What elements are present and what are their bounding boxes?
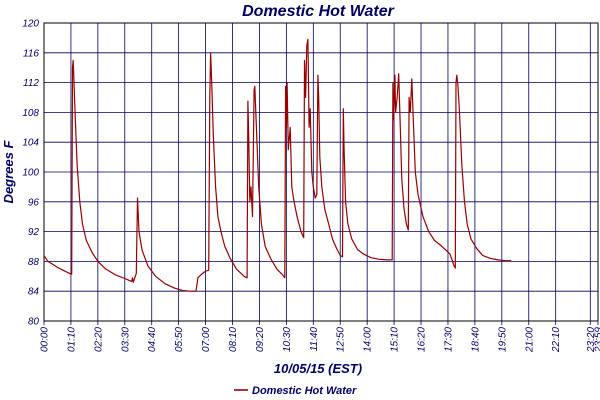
y-tick-label: 112	[23, 78, 39, 89]
x-tick-label: 21:00	[524, 327, 535, 353]
x-tick-label: 14:00	[363, 327, 374, 352]
plot-area-border	[43, 22, 599, 322]
x-tick-label: 08:10	[228, 327, 239, 352]
x-tick-label: 09:20	[255, 327, 266, 352]
chart-title: Domestic Hot Water	[242, 3, 395, 20]
x-tick-label: 02:20	[93, 327, 104, 352]
x-tick-label: 04:40	[147, 327, 158, 352]
x-tick-label: 12:50	[336, 327, 347, 352]
y-tick-label: 92	[28, 227, 40, 238]
x-tick-label: 10:30	[282, 327, 293, 352]
x-tick-label: 18:40	[470, 327, 481, 352]
legend-label: Domestic Hot Water	[252, 385, 357, 397]
x-tick-label: 01:10	[66, 327, 77, 352]
x-tick-label: 22:10	[551, 327, 562, 353]
x-tick-label: 07:00	[201, 327, 212, 352]
y-tick-label: 104	[22, 138, 39, 149]
x-tick-label: 15:10	[390, 327, 401, 352]
x-tick-label: 17:30	[443, 327, 454, 352]
x-tick-label: 05:50	[174, 327, 185, 352]
x-tick-label: 23:59	[594, 327, 600, 353]
y-tick-label: 84	[28, 287, 40, 298]
y-tick-label: 116	[23, 48, 39, 59]
y-tick-labels: 80 84 88 92 96 100 104 108 112 116 120	[22, 19, 39, 328]
y-tick-label: 88	[28, 257, 40, 268]
y-tick-label: 100	[22, 168, 39, 179]
y-tick-label: 108	[22, 108, 39, 119]
x-tick-label: 11:40	[309, 327, 320, 352]
y-tick-label: 96	[28, 197, 40, 208]
x-tick-label: 23:20	[586, 327, 597, 353]
series-layer	[43, 38, 512, 292]
x-tick-label: 19:50	[497, 327, 508, 352]
x-tick-label: 03:30	[120, 327, 131, 352]
y-tick-label: 80	[28, 317, 40, 328]
x-tick-labels: 00:00 01:10 02:20 03:30 04:40 05:50 07:00 08:10…	[40, 327, 600, 353]
y-axis-title: Degrees F	[1, 140, 16, 204]
x-axis-title: 10/05/15 (EST)	[274, 361, 362, 376]
y-tick-label: 120	[22, 19, 39, 30]
series-line	[43, 38, 512, 292]
legend: Domestic Hot Water	[234, 385, 357, 397]
x-tick-label: 00:00	[40, 327, 51, 352]
x-tick-label: 16:20	[417, 327, 428, 352]
